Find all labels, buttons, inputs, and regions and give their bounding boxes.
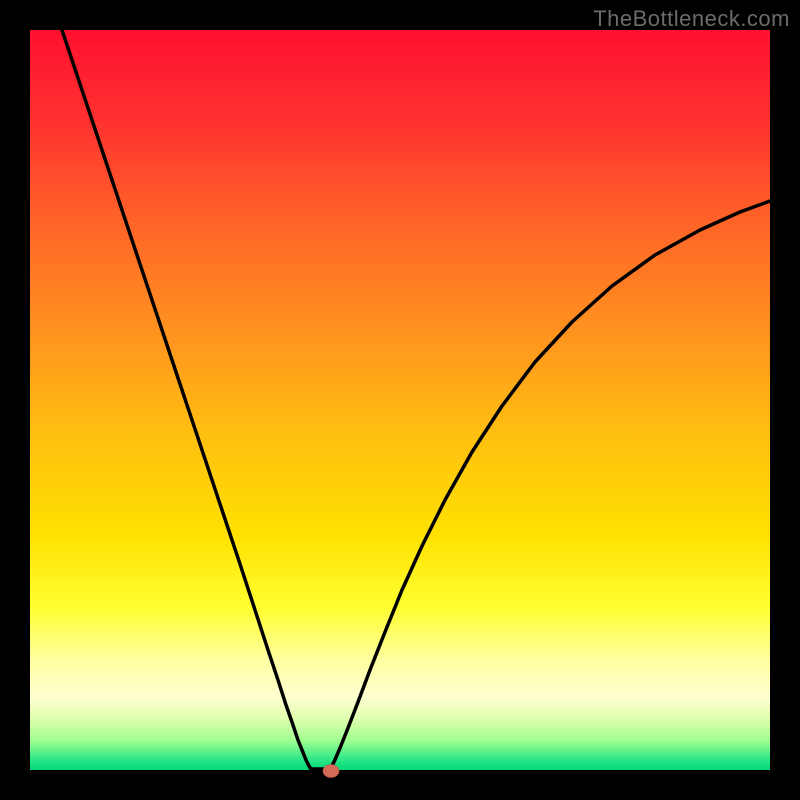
optimal-point-marker [323,765,339,778]
chart-plot-area [30,30,770,770]
watermark-text: TheBottleneck.com [593,6,790,32]
chart-container: TheBottleneck.com [0,0,800,800]
bottleneck-chart [0,0,800,800]
